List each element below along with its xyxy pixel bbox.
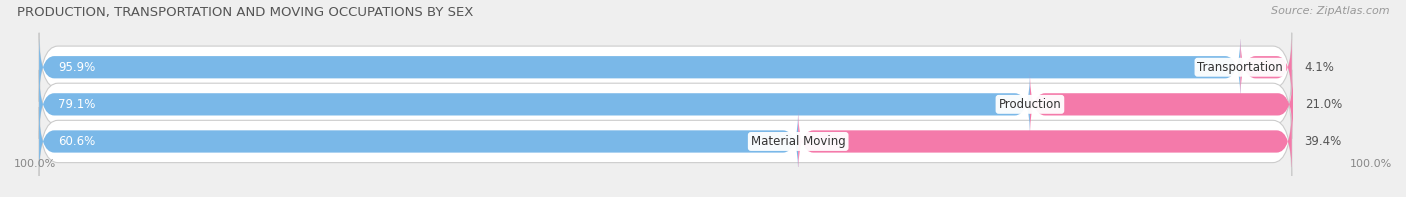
FancyBboxPatch shape — [39, 108, 799, 175]
Text: Source: ZipAtlas.com: Source: ZipAtlas.com — [1271, 6, 1389, 16]
Text: Transportation: Transportation — [1198, 61, 1284, 74]
FancyBboxPatch shape — [1240, 34, 1292, 101]
Text: 100.0%: 100.0% — [14, 160, 56, 169]
FancyBboxPatch shape — [39, 33, 1292, 102]
Text: 21.0%: 21.0% — [1306, 98, 1343, 111]
Text: 60.6%: 60.6% — [58, 135, 96, 148]
FancyBboxPatch shape — [39, 34, 1240, 101]
Text: PRODUCTION, TRANSPORTATION AND MOVING OCCUPATIONS BY SEX: PRODUCTION, TRANSPORTATION AND MOVING OC… — [17, 6, 474, 19]
Text: 79.1%: 79.1% — [58, 98, 96, 111]
FancyBboxPatch shape — [39, 71, 1031, 138]
Text: Production: Production — [998, 98, 1062, 111]
Text: 39.4%: 39.4% — [1305, 135, 1341, 148]
Text: 100.0%: 100.0% — [1350, 160, 1392, 169]
Text: 4.1%: 4.1% — [1305, 61, 1334, 74]
FancyBboxPatch shape — [799, 108, 1292, 175]
FancyBboxPatch shape — [39, 107, 1292, 176]
FancyBboxPatch shape — [39, 70, 1292, 139]
Text: Material Moving: Material Moving — [751, 135, 845, 148]
Text: 95.9%: 95.9% — [58, 61, 96, 74]
FancyBboxPatch shape — [1031, 71, 1294, 138]
